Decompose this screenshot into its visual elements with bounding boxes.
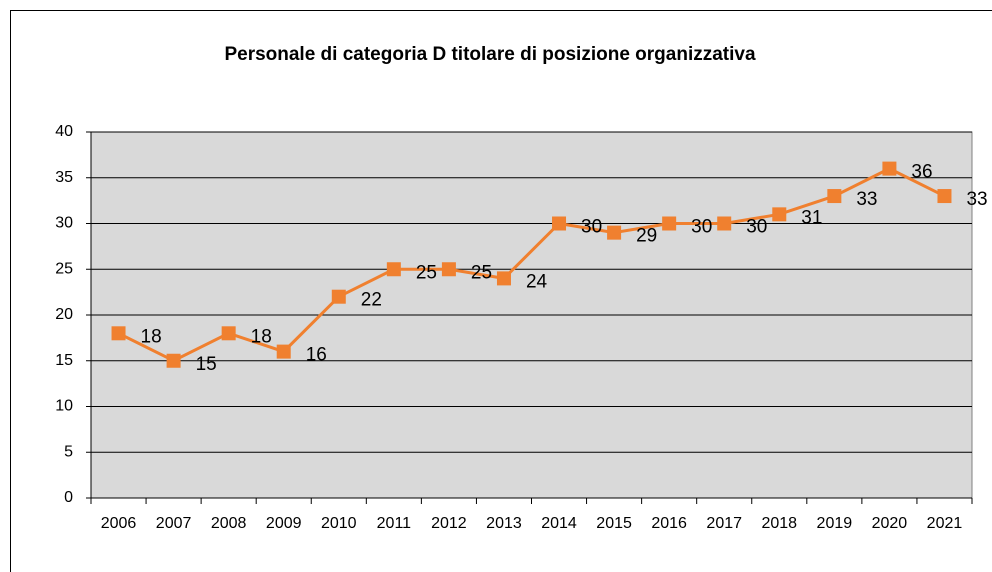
data-label: 18 [251,326,272,347]
marker [441,262,456,277]
x-tick-label: 2019 [817,515,853,532]
y-tick-label: 0 [64,489,73,506]
marker [607,225,622,240]
data-label: 15 [196,354,217,375]
x-tick-label: 2018 [761,515,797,532]
y-tick-label: 40 [55,123,73,140]
marker [882,161,897,176]
line [117,166,946,363]
data-label: 30 [746,217,767,238]
y-tick-label: 15 [55,352,73,369]
data-label: 18 [141,326,162,347]
data-label: 22 [361,290,382,311]
x-tick-label: 2015 [596,515,632,532]
data-label: 25 [471,262,492,283]
marker [827,189,842,204]
y-tick-label: 20 [55,306,73,323]
marker [221,326,236,341]
data-label: 29 [636,226,657,247]
x-tick-label: 2013 [486,515,522,532]
marker [331,289,346,304]
x-tick-label: 2006 [101,515,137,532]
marker [772,207,787,222]
marker [552,216,567,231]
chart-title: Personale di categoria D titolare di pos… [224,44,756,65]
y-tick-label: 30 [55,215,73,232]
x-tick-label: 2012 [431,515,467,532]
x-tick-label: 2010 [321,515,357,532]
data-label: 30 [581,217,602,238]
marker [386,262,401,277]
marker [496,271,511,286]
marker [111,326,126,341]
x-tick-label: 2007 [156,515,192,532]
data-label: 25 [416,262,437,283]
data-label: 36 [911,162,932,183]
x-tick-label: 2014 [541,515,577,532]
data-label: 30 [691,217,712,238]
marker [937,189,952,204]
x-tick-label: 2017 [706,515,742,532]
data-label: 31 [801,207,822,228]
marker [662,216,677,231]
x-tick-label: 2008 [211,515,247,532]
x-tick-label: 2016 [651,515,687,532]
marker [166,353,181,368]
x-tick-label: 2011 [377,515,412,532]
data-label: 24 [526,271,548,292]
y-tick-label: 35 [55,169,73,186]
x-tick-label: 2021 [927,515,963,532]
x-tick-label: 2020 [872,515,908,532]
y-tick-label: 10 [55,398,73,415]
x-tick-label: 2009 [266,515,302,532]
y-tick-label: 25 [55,260,73,277]
data-label: 33 [966,189,987,210]
marker [717,216,732,231]
y-tick-label: 5 [64,443,73,460]
data-label: 16 [306,345,327,366]
marker [276,344,291,359]
data-label: 33 [856,189,877,210]
